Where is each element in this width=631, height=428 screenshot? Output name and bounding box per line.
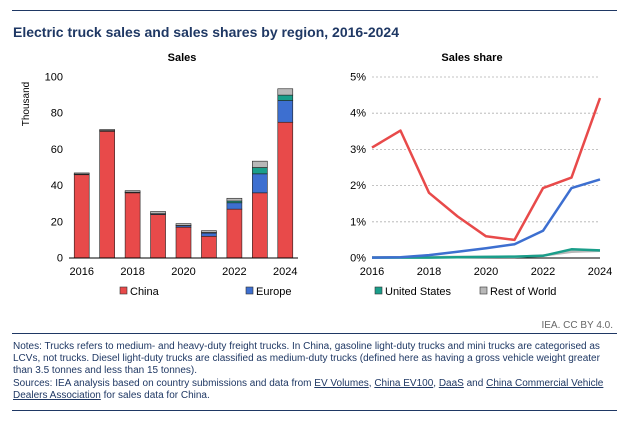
legend-label-rest-of-world: Rest of World — [490, 286, 556, 298]
sales-y-tick-label: 20 — [51, 216, 63, 228]
sales-bar-europe-2023 — [252, 173, 268, 194]
share-y-tick-label: 5% — [350, 72, 366, 84]
sales-bar-china-2021 — [201, 235, 217, 259]
sales-bar-rest-of-world-2024 — [277, 88, 294, 96]
sources-sep3: and — [463, 377, 487, 389]
sales-y-tick-label: 100 — [45, 72, 63, 84]
sources-suffix: for sales data for China. — [100, 389, 210, 401]
sales-bar-rest-of-world-2019 — [150, 211, 166, 214]
share-x-tick-label: 2020 — [474, 266, 498, 278]
sales-y-tick-label: 0 — [57, 253, 63, 265]
share-x-tick-label: 2022 — [531, 266, 555, 278]
legend-label-united-states: United States — [385, 286, 452, 298]
sources-text: Sources: IEA analysis based on country s… — [13, 378, 618, 402]
sales-x-tick-label: 2016 — [69, 266, 93, 278]
sales-y-tick-label: 60 — [51, 144, 63, 156]
sales-x-tick-label: 2022 — [222, 266, 246, 278]
share-x-tick-label: 2024 — [588, 266, 612, 278]
sales-bar-rest-of-world-2018 — [124, 190, 141, 193]
share-y-tick-label: 0% — [350, 253, 366, 265]
sales-bar-china-2022 — [226, 208, 243, 259]
sales-bar-china-2019 — [150, 214, 166, 259]
credit-text: IEA. CC BY 4.0. — [541, 320, 613, 331]
legend-label-china: China — [130, 286, 160, 298]
sales-bar-china-2023 — [252, 192, 268, 259]
notes-block: Notes: Trucks refers to medium- and heav… — [13, 341, 618, 402]
share-chart-title: Sales share — [441, 52, 502, 64]
sales-chart-title: Sales — [168, 52, 197, 64]
figure-title: Electric truck sales and sales shares by… — [13, 24, 399, 40]
sales-bar-united-states-2023 — [252, 167, 268, 175]
share-y-tick-label: 4% — [350, 108, 366, 120]
share-y-tick-label: 1% — [350, 216, 366, 228]
legend-swatch-united-states — [374, 286, 383, 295]
sales-bar-china-2017 — [99, 131, 115, 259]
china-ev100-link[interactable]: China EV100 — [374, 377, 434, 389]
sales-bar-rest-of-world-2017 — [99, 129, 115, 131]
sources-sep2: , — [433, 377, 439, 389]
sales-bar-europe-2021 — [201, 232, 217, 237]
sales-bar-china-2016 — [73, 174, 90, 259]
legend-swatch-rest-of-world — [479, 286, 488, 295]
sales-bar-rest-of-world-2021 — [201, 230, 217, 233]
share-line-china — [371, 97, 602, 242]
sources-prefix: Sources: IEA analysis based on country s… — [13, 377, 315, 389]
sales-y-axis-label: Thousand — [21, 82, 32, 126]
ev-volumes-link[interactable]: EV Volumes — [314, 377, 369, 389]
share-x-tick-label: 2018 — [417, 266, 441, 278]
sales-bar-china-2018 — [124, 192, 141, 259]
daas-link[interactable]: DaaS — [438, 377, 464, 389]
legend-label-europe: Europe — [256, 286, 291, 298]
share-x-tick-label: 2016 — [360, 266, 384, 278]
sales-x-tick-label: 2024 — [273, 266, 297, 278]
sales-bar-europe-2024 — [277, 100, 294, 123]
sales-y-tick-label: 40 — [51, 180, 63, 192]
sales-bar-europe-2022 — [226, 202, 243, 210]
sales-bar-united-states-2024 — [277, 94, 294, 101]
sales-bar-rest-of-world-2016 — [73, 172, 90, 175]
legend-swatch-china — [119, 286, 128, 295]
bottom-rule — [12, 410, 617, 411]
sales-bar-china-2020 — [175, 226, 192, 259]
notes-top-rule — [12, 333, 617, 334]
share-y-tick-label: 3% — [350, 144, 366, 156]
sources-sep1: , — [368, 377, 375, 389]
sales-bar-rest-of-world-2023 — [252, 160, 268, 168]
legend: China Europe United States Rest of World — [119, 286, 556, 298]
notes-text: Notes: Trucks refers to medium- and heav… — [13, 341, 600, 377]
sales-x-tick-label: 2020 — [171, 266, 195, 278]
legend-swatch-europe — [245, 286, 254, 295]
sales-y-tick-label: 80 — [51, 108, 63, 120]
sales-bar-rest-of-world-2022 — [226, 197, 243, 202]
share-y-tick-label: 2% — [350, 180, 366, 192]
charts-svg: Sales Thousand 0 20 40 60 80 100 2016 2018 2020 2… — [21, 52, 612, 298]
sales-bar-china-2024 — [277, 121, 294, 259]
share-chart: 0% 1% 2% 3% 4% 5% 2016 2018 2020 2022 2024 — [350, 72, 612, 279]
sales-chart: 0 20 40 60 80 100 2016 2018 2020 2022 2024 — [45, 72, 298, 278]
top-rule — [12, 10, 617, 11]
sales-bar-rest-of-world-2020 — [175, 223, 192, 226]
share-line-europe — [371, 178, 601, 259]
china-cvda-link[interactable]: China Commercial Vehicle Dealers Associa… — [13, 377, 604, 401]
sales-x-tick-label: 2018 — [120, 266, 144, 278]
